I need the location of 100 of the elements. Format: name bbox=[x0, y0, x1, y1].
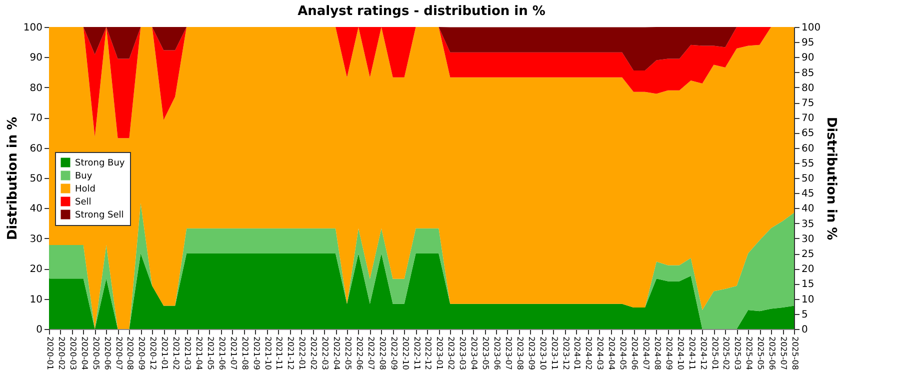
x-tick-label: 2020-08 bbox=[126, 336, 135, 370]
x-tick-label: 2022-09 bbox=[389, 336, 398, 370]
x-tick-label: 2021-09 bbox=[252, 336, 261, 370]
y2-tick-label: 45 bbox=[802, 188, 814, 200]
y-tick-label: 90 bbox=[30, 52, 42, 64]
x-tick-label: 2021-11 bbox=[274, 336, 284, 370]
y-tick-label: 30 bbox=[30, 234, 42, 245]
x-tick-label: 2020-02 bbox=[56, 336, 66, 370]
y2-tick-label: 40 bbox=[802, 204, 814, 215]
x-tick-label: 2022-08 bbox=[378, 336, 387, 370]
y2-tick-label: 60 bbox=[802, 143, 814, 154]
x-tick-label: 2025-04 bbox=[744, 336, 754, 370]
x-tick-label: 2022-03 bbox=[320, 336, 330, 370]
y2-tick-label: 90 bbox=[802, 52, 814, 64]
x-tick-label: 2023-09 bbox=[526, 336, 536, 370]
x-tick-label: 2022-12 bbox=[424, 336, 433, 370]
y2-tick-label: 15 bbox=[802, 279, 814, 290]
y2-tick-label: 95 bbox=[802, 38, 814, 49]
y-tick-label: 70 bbox=[30, 113, 42, 124]
y2-tick-label: 85 bbox=[802, 68, 814, 79]
y-tick-label: 60 bbox=[30, 143, 42, 154]
x-tick-label: 2023-03 bbox=[458, 336, 468, 370]
series-label: Sell bbox=[75, 198, 92, 208]
y2-tick-label: 55 bbox=[802, 158, 814, 170]
y-tick-label: 50 bbox=[30, 174, 42, 184]
y2-tick-label: 100 bbox=[802, 22, 821, 34]
x-tick-label: 2023-04 bbox=[470, 336, 479, 370]
chart-title: Analyst ratings - distribution in % bbox=[298, 4, 546, 19]
x-tick-label: 2024-01 bbox=[572, 336, 582, 370]
x-tick-label: 2020-03 bbox=[68, 336, 78, 370]
x-tick-label: 2021-10 bbox=[263, 336, 272, 370]
x-tick-label: 2025-02 bbox=[722, 336, 731, 370]
x-tick-label: 2020-06 bbox=[102, 336, 112, 370]
x-tick-label: 2022-10 bbox=[400, 336, 410, 370]
x-tick-label: 2022-02 bbox=[309, 336, 318, 370]
x-tick-label: 2022-01 bbox=[298, 336, 307, 370]
y2-tick-label: 35 bbox=[802, 218, 814, 230]
x-tick-label: 2022-05 bbox=[344, 336, 352, 370]
x-tick-label: 2020-04 bbox=[80, 336, 89, 370]
y2-tick-label: 0 bbox=[802, 324, 808, 336]
x-tick-label: 2023-08 bbox=[515, 336, 524, 370]
y2-tick-label: 70 bbox=[802, 113, 814, 124]
y-tick-label: 10 bbox=[30, 294, 42, 306]
x-tick-label: 2024-11 bbox=[687, 336, 696, 370]
x-tick-label: 2022-11 bbox=[412, 336, 422, 370]
x-tick-label: 2025-08 bbox=[790, 336, 800, 370]
x-tick-label: 2023-11 bbox=[550, 336, 559, 370]
x-tick-label: 2021-12 bbox=[286, 336, 296, 370]
x-tick-label: 2021-08 bbox=[240, 336, 250, 370]
y2-tick-label: 20 bbox=[802, 264, 814, 276]
x-tick-label: 2020-12 bbox=[148, 336, 158, 370]
x-tick-label: 2022-04 bbox=[332, 336, 342, 370]
x-tick-label: 2023-07 bbox=[504, 336, 513, 370]
x-tick-label: 2020-09 bbox=[137, 336, 146, 370]
series-label: Hold bbox=[75, 184, 96, 194]
x-tick-label: 2023-01 bbox=[435, 336, 444, 370]
x-tick-label: 2022-07 bbox=[366, 336, 376, 370]
x-tick-label: 2021-01 bbox=[160, 336, 170, 370]
x-tick-label: 2024-05 bbox=[618, 336, 628, 370]
x-tick-label: 2020-07 bbox=[114, 336, 124, 370]
x-tick-label: 2023-10 bbox=[538, 336, 548, 370]
y2-tick-label: 5 bbox=[802, 309, 808, 320]
x-tick-label: 2024-07 bbox=[642, 336, 650, 370]
x-tick-label: 2025-01 bbox=[710, 336, 720, 370]
x-tick-label: 2024-08 bbox=[652, 336, 662, 370]
y2-tick-label: 10 bbox=[802, 294, 814, 306]
y-tick-label: 40 bbox=[30, 204, 42, 215]
x-tick-label: 2025-07 bbox=[779, 336, 788, 370]
y-tick-label: 80 bbox=[30, 82, 42, 94]
x-tick-label: 2023-12 bbox=[561, 336, 570, 370]
x-tick-label: 2025-06 bbox=[768, 336, 777, 370]
x-tick-label: 2023-06 bbox=[492, 336, 502, 370]
x-tick-label: 2024-09 bbox=[664, 336, 674, 370]
x-tick-label: 2021-02 bbox=[172, 336, 181, 370]
x-tick-label: 2022-06 bbox=[354, 336, 364, 370]
x-tick-label: 2025-03 bbox=[733, 336, 742, 370]
y2-axis-title: Distribution in % bbox=[824, 116, 839, 240]
y2-tick-label: 75 bbox=[802, 98, 814, 109]
x-tick-label: 2020-05 bbox=[91, 336, 100, 370]
x-tick-label: 2024-10 bbox=[676, 336, 685, 370]
x-tick-label: 2023-02 bbox=[446, 336, 456, 370]
y2-tick-label: 30 bbox=[802, 234, 814, 245]
y2-tick-label: 80 bbox=[802, 82, 814, 94]
x-tick-label: 2024-06 bbox=[630, 336, 640, 370]
y2-tick-label: 50 bbox=[802, 174, 814, 184]
x-tick-label: 2021-06 bbox=[217, 336, 226, 370]
legend-label: Strong Buy bbox=[75, 158, 126, 168]
x-tick-label: 2024-04 bbox=[607, 336, 616, 370]
series-label: Strong Sell bbox=[75, 210, 124, 220]
x-tick-label: 2020-01 bbox=[46, 336, 54, 370]
x-tick-label: 2021-03 bbox=[183, 336, 192, 370]
x-tick-label: 2021-04 bbox=[194, 336, 204, 370]
y2-tick-label: 65 bbox=[802, 128, 814, 140]
legend-label: Buy bbox=[75, 172, 93, 182]
x-tick-label: 2024-03 bbox=[596, 336, 605, 370]
y2-tick-label: 25 bbox=[802, 249, 814, 260]
x-tick-label: 2025-05 bbox=[756, 336, 766, 370]
x-tick-label: 2021-05 bbox=[206, 336, 215, 370]
y-tick-label: 0 bbox=[36, 324, 42, 336]
y-tick-label: 100 bbox=[23, 22, 42, 34]
